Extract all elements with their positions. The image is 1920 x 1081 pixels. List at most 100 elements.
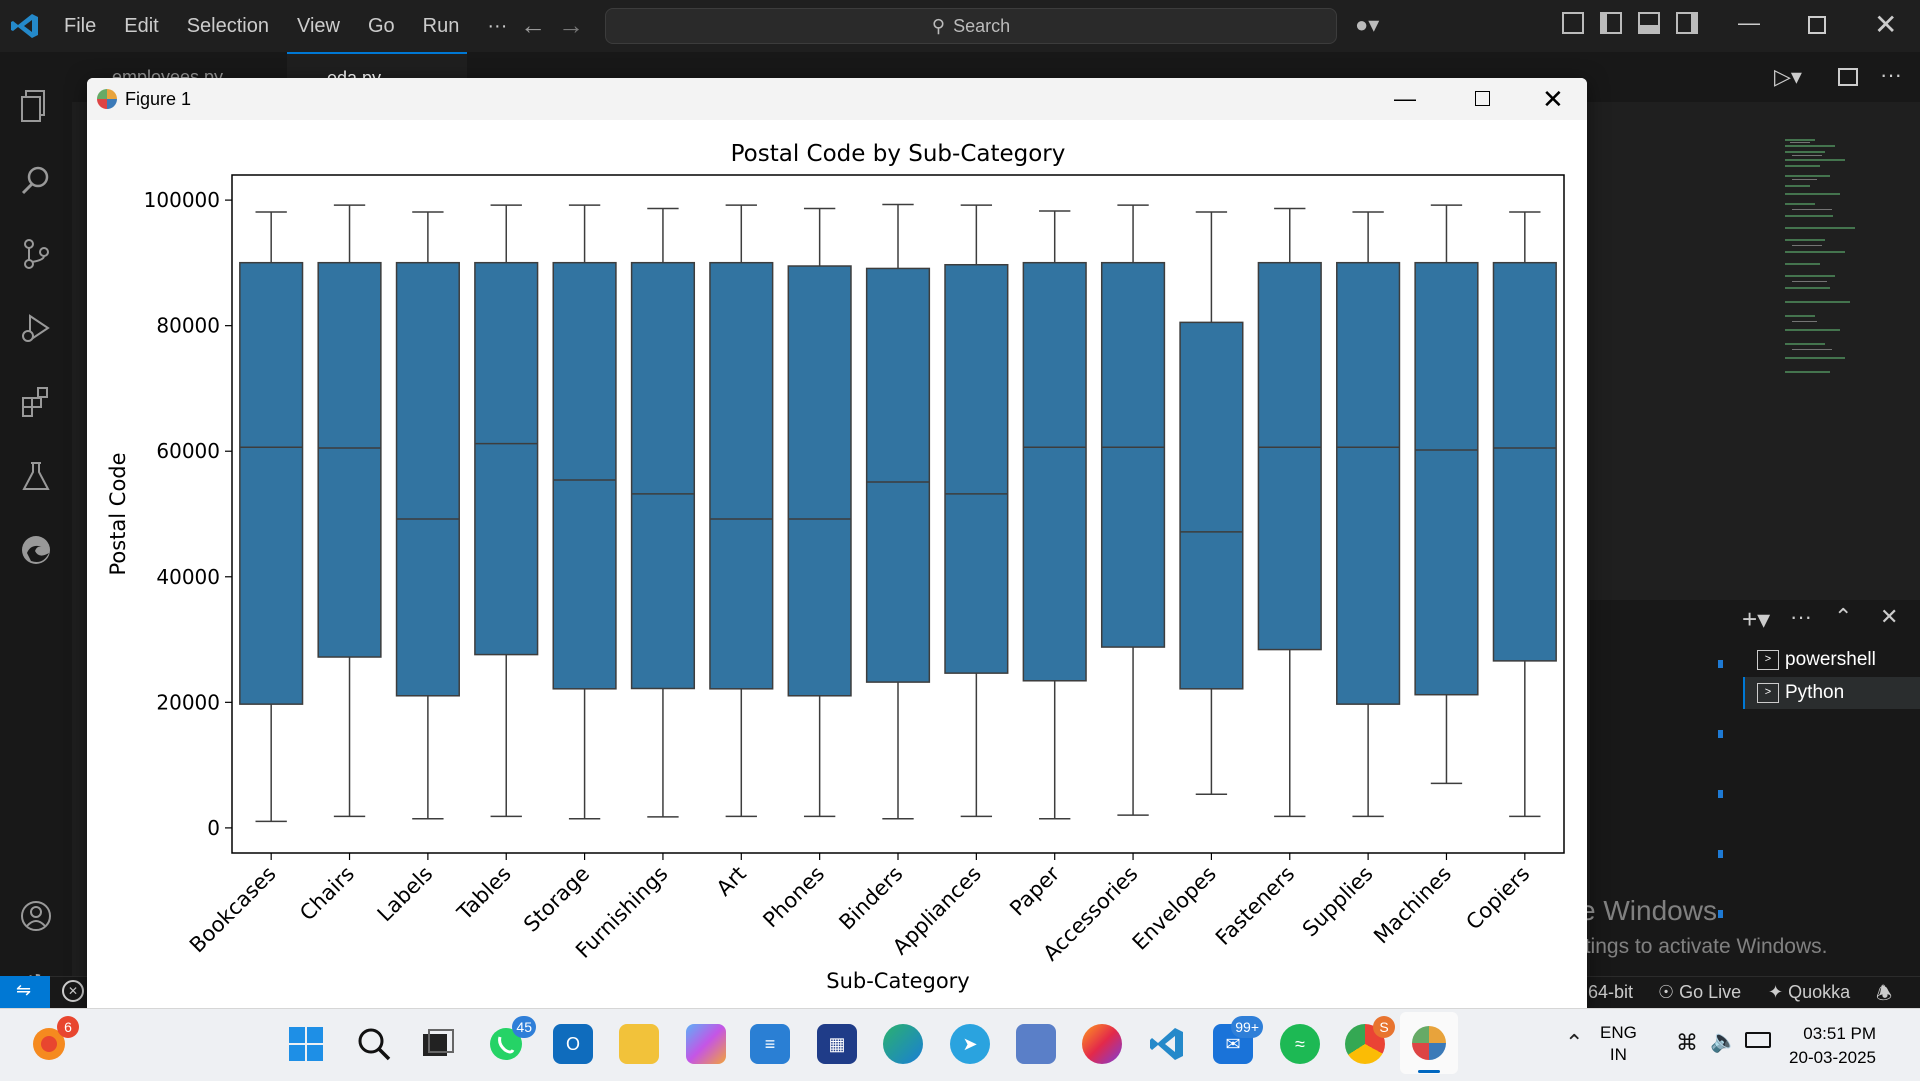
box-chairs	[317, 261, 382, 658]
x-tick-label: Paper	[1005, 861, 1064, 920]
system-clock[interactable]: 03:51 PM 20-03-2025	[1780, 1022, 1876, 1070]
taskbar-mail-icon[interactable]: ✉ 99+	[1213, 1016, 1263, 1064]
quokka-icon: ✦	[1768, 982, 1789, 1002]
menu-bar: File Edit Selection View Go Run ···	[64, 0, 535, 52]
toggle-secondary-sidebar-icon[interactable]	[1676, 12, 1698, 34]
taskbar-firefox-icon[interactable]	[1082, 1024, 1122, 1064]
figure-minimize-icon[interactable]: —	[1394, 86, 1416, 111]
figure-titlebar: Figure 1 — ✕	[87, 78, 1587, 120]
taskbar-notepad-icon[interactable]: ≡	[750, 1024, 790, 1064]
extensions-icon[interactable]	[14, 380, 58, 424]
vscode-titlebar: File Edit Selection View Go Run ··· ← → …	[0, 0, 1920, 52]
menu-view[interactable]: View	[296, 14, 340, 37]
panel-more-icon[interactable]: ···	[1790, 604, 1812, 629]
x-tick-label: Tables	[452, 862, 516, 926]
battery-icon[interactable]	[1745, 1032, 1771, 1048]
forward-arrow-icon[interactable]: →	[558, 10, 584, 40]
activity-bar: 1	[0, 52, 72, 1012]
status-quokka[interactable]: ✦ Quokka	[1768, 982, 1850, 1003]
accounts-icon[interactable]	[14, 894, 58, 938]
y-tick-label: 60000	[156, 439, 220, 463]
toggle-panel-icon[interactable]	[1638, 12, 1660, 34]
taskbar-vscode-icon[interactable]	[1147, 1024, 1187, 1064]
show-hidden-icons[interactable]: ⌃	[1565, 1030, 1584, 1055]
terminal-icon: >	[1757, 683, 1779, 703]
editor-more-actions-icon[interactable]: ···	[1880, 62, 1902, 87]
taskbar-file-explorer-icon[interactable]	[619, 1024, 659, 1064]
remote-indicator[interactable]: ⇋	[0, 976, 50, 1008]
explorer-icon[interactable]	[14, 84, 58, 128]
terminal-item-powershell[interactable]: > powershell	[1743, 644, 1920, 676]
customize-layout-icon[interactable]	[1562, 12, 1584, 34]
taskbar-store-icon[interactable]: ▦	[817, 1024, 857, 1064]
edge-devtools-icon[interactable]	[14, 528, 58, 572]
window-restore-icon[interactable]	[1808, 16, 1826, 34]
figure-window-title: Figure 1	[125, 88, 192, 109]
terminal-label: Python	[1785, 682, 1845, 703]
window-close-icon[interactable]: ✕	[1874, 9, 1898, 40]
x-tick-label: Chairs	[295, 862, 359, 926]
terminal-item-python[interactable]: > Python	[1743, 677, 1920, 709]
taskbar-firefox-dev-icon[interactable]: 6	[29, 1016, 79, 1064]
minimap[interactable]	[1780, 135, 1870, 385]
taskbar-whatsapp-icon[interactable]: 45	[486, 1016, 536, 1064]
taskbar-search-icon[interactable]	[354, 1024, 394, 1064]
box-envelopes	[1179, 321, 1244, 690]
wifi-icon[interactable]: ⌘	[1676, 1030, 1698, 1055]
clock-time: 03:51 PM	[1803, 1024, 1876, 1043]
search-icon: ⚲	[931, 15, 946, 36]
close-panel-icon[interactable]: ✕	[1880, 604, 1899, 629]
taskbar-active-python-figure[interactable]	[1400, 1012, 1458, 1074]
menu-run[interactable]: Run	[422, 14, 460, 37]
taskbar-outlook-icon[interactable]: O	[553, 1024, 593, 1064]
command-center-search[interactable]: ⚲ Search	[605, 8, 1337, 44]
source-control-icon[interactable]	[14, 232, 58, 276]
taskbar-paint-icon[interactable]	[1016, 1024, 1056, 1064]
maximize-panel-icon[interactable]: ⌃	[1834, 604, 1853, 629]
badge: 99+	[1231, 1016, 1263, 1038]
box-tables	[474, 261, 539, 656]
back-arrow-icon[interactable]: ←	[520, 10, 546, 40]
status-arch[interactable]: 64-bit	[1588, 982, 1634, 1002]
run-python-file-icon[interactable]: ▷▾	[1774, 64, 1802, 89]
x-tick-label: Binders	[834, 862, 907, 935]
figure-close-icon[interactable]: ✕	[1542, 84, 1564, 114]
taskbar-edge-icon[interactable]	[883, 1024, 923, 1064]
run-debug-icon[interactable]	[14, 306, 58, 350]
region-code: IN	[1609, 1045, 1627, 1064]
window-minimize-icon[interactable]: —	[1738, 10, 1760, 35]
menu-more[interactable]: ···	[487, 14, 508, 37]
box-bookcases	[239, 261, 304, 705]
notifications-bell-icon[interactable]: 🕭	[1876, 983, 1893, 1003]
layout-toggle-icons[interactable]	[1562, 12, 1698, 34]
start-windows-icon[interactable]	[286, 1024, 326, 1064]
y-axis-label: Postal Code	[106, 452, 130, 575]
menu-selection[interactable]: Selection	[186, 14, 269, 37]
box-storage	[552, 261, 617, 690]
task-view-icon[interactable]	[418, 1024, 458, 1064]
taskbar-telegram-icon[interactable]: ➤	[950, 1024, 990, 1064]
split-editor-icon[interactable]	[1838, 68, 1858, 86]
copilot-icon[interactable]: ●▾	[1355, 12, 1380, 37]
status-golive[interactable]: ☉ Go Live	[1658, 982, 1741, 1003]
taskbar-copilot-icon[interactable]	[686, 1024, 726, 1064]
menu-go[interactable]: Go	[367, 14, 395, 37]
taskbar-chrome-icon[interactable]: S	[1345, 1016, 1395, 1064]
menu-edit[interactable]: Edit	[124, 14, 159, 37]
x-tick-label: Labels	[373, 862, 438, 927]
new-terminal-icon[interactable]: +▾	[1742, 604, 1771, 634]
testing-flask-icon[interactable]	[14, 454, 58, 498]
activate-windows-subtitle: Go to Settings to activate Windows.	[1496, 935, 1828, 958]
volume-icon[interactable]: 🔈	[1710, 1028, 1738, 1053]
toggle-sidebar-icon[interactable]	[1600, 12, 1622, 34]
figure-maximize-icon[interactable]	[1475, 91, 1490, 106]
box-machines	[1414, 261, 1479, 696]
badge: 45	[512, 1016, 536, 1038]
taskbar-spotify-icon[interactable]: ≈	[1280, 1024, 1320, 1064]
menu-file[interactable]: File	[64, 14, 97, 37]
search-view-icon[interactable]	[14, 158, 58, 202]
y-tick-label: 80000	[156, 314, 220, 338]
problems-icon[interactable]: ✕	[62, 980, 84, 1002]
language-indicator[interactable]: ENG IN	[1600, 1022, 1637, 1066]
box-accessories	[1100, 261, 1166, 648]
